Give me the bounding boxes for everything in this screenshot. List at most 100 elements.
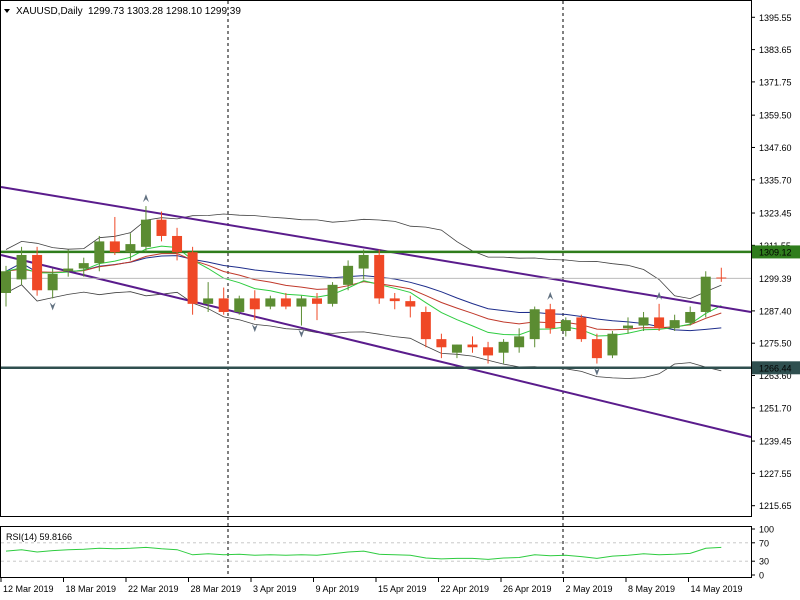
bearish-candle (187, 252, 198, 304)
lower-trendline (0, 254, 752, 438)
price-tick-label: 1275.50 (759, 339, 792, 349)
bullish-candle (16, 254, 27, 280)
rsi-line (5, 546, 722, 560)
bullish-candle (203, 298, 214, 304)
bullish-candle (327, 284, 338, 304)
price-tick-label: 1371.75 (759, 77, 792, 87)
bearish-candle (405, 301, 416, 307)
rsi-tick-label: 70 (759, 538, 769, 548)
bullish-candle (78, 263, 89, 269)
fractal-down-marker (49, 302, 56, 311)
upper-trendline (0, 186, 752, 313)
price-tick-label: 1347.60 (759, 143, 792, 153)
price-tick-label: 1263.60 (759, 371, 792, 381)
bullish-candle (125, 244, 136, 253)
time-tick-label: 18 Mar 2019 (66, 584, 117, 594)
ma-green-line (5, 245, 722, 337)
bollinger-bands (5, 213, 722, 379)
price-tick-label: 1287.40 (759, 306, 792, 316)
bullish-candle (451, 344, 462, 353)
time-tick-label: 3 Apr 2019 (253, 584, 297, 594)
time-tick-label: 8 May 2019 (628, 584, 675, 594)
fractal-down-marker (251, 324, 258, 333)
bullish-candle (638, 317, 649, 326)
bullish-candle (623, 325, 633, 329)
time-tick-label: 12 Mar 2019 (3, 584, 54, 594)
time-axis: 12 Mar 2019 18 Mar 2019 22 Mar 2019 28 Mar … (0, 577, 743, 594)
rsi-label: RSI(14) 59.8166 (6, 532, 72, 542)
rsi-tick-label: 30 (759, 557, 769, 567)
lower-band-line (5, 284, 722, 379)
time-tick-label: 14 May 2019 (691, 584, 743, 594)
time-tick-label: 22 Apr 2019 (441, 584, 490, 594)
rsi-tick-label: 100 (759, 525, 774, 535)
bullish-candle (94, 241, 105, 264)
bullish-candle (265, 298, 276, 307)
bullish-candle (560, 320, 571, 331)
resistance-price-label-bg (752, 245, 800, 259)
bullish-candle (296, 298, 307, 307)
bullish-candle (529, 309, 540, 340)
time-tick-label: 26 Apr 2019 (503, 584, 552, 594)
price-tick-label: 1251.70 (759, 403, 792, 413)
fractal-up-marker (142, 194, 149, 203)
current-price-label-bg (752, 271, 800, 285)
symbol-dropdown-icon[interactable] (4, 9, 10, 13)
fractal-markers (49, 194, 663, 376)
ma-red-line (5, 252, 722, 331)
price-axis: 1395.55 1383.65 1371.75 1359.50 1347.60 1335.… (751, 13, 800, 511)
upper-band-line (5, 213, 722, 300)
candles (1, 206, 727, 364)
symbol-label: XAUUSD,Daily (16, 6, 83, 17)
bearish-candle (436, 339, 447, 348)
rsi-tick-label: 0 (759, 571, 764, 581)
resistance-price-label: 1309.12 (759, 247, 792, 257)
bearish-candle (280, 298, 291, 307)
bearish-candle (218, 298, 229, 312)
price-tick-label: 1215.65 (759, 501, 792, 511)
time-tick-label: 2 May 2019 (566, 584, 613, 594)
fractal-up-marker (547, 291, 554, 300)
rsi-plot-frame (0, 526, 752, 578)
price-tick-label: 1323.45 (759, 209, 792, 219)
fractal-down-marker (593, 367, 600, 376)
price-tick-label: 1359.50 (759, 111, 792, 121)
bearish-candle (591, 339, 602, 359)
time-tick-label: 28 Mar 2019 (191, 584, 242, 594)
time-tick-label: 9 Apr 2019 (316, 584, 360, 594)
bearish-candle (716, 277, 727, 279)
bearish-candle (156, 219, 167, 236)
bullish-candle (358, 254, 369, 269)
main-plot-frame (0, 0, 752, 517)
price-tick-label: 1395.55 (759, 13, 792, 23)
rsi-indicator: 100 70 30 0 (1, 525, 774, 581)
bullish-candle (140, 219, 151, 247)
current-price-label: 1299.39 (759, 274, 792, 284)
bullish-candle (498, 341, 509, 353)
price-tick-label: 1383.65 (759, 45, 792, 55)
fractal-up-marker (656, 291, 663, 300)
bullish-candle (669, 320, 680, 329)
bearish-candle (172, 235, 183, 253)
bearish-candle (374, 254, 385, 299)
bullish-candle (685, 311, 696, 323)
bullish-candle (1, 271, 11, 293)
bullish-candle (343, 265, 354, 285)
bearish-candle (576, 317, 587, 340)
bearish-candle (483, 347, 494, 356)
bullish-candle (63, 268, 74, 272)
time-tick-label: 22 Mar 2019 (128, 584, 179, 594)
bearish-candle (249, 298, 260, 310)
support-price-label: 1266.44 (759, 363, 792, 373)
bearish-candle (32, 254, 43, 291)
bullish-candle (607, 333, 618, 356)
bullish-candle (514, 336, 525, 348)
bullish-candle (234, 298, 245, 312)
bearish-candle (420, 311, 431, 340)
time-tick-label: 15 Apr 2019 (378, 584, 427, 594)
ohlc-readout: 1299.73 1303.28 1298.10 1299.39 (88, 6, 241, 17)
bearish-candle (109, 241, 120, 253)
bullish-candle (700, 276, 711, 312)
fractal-down-marker (298, 329, 305, 338)
